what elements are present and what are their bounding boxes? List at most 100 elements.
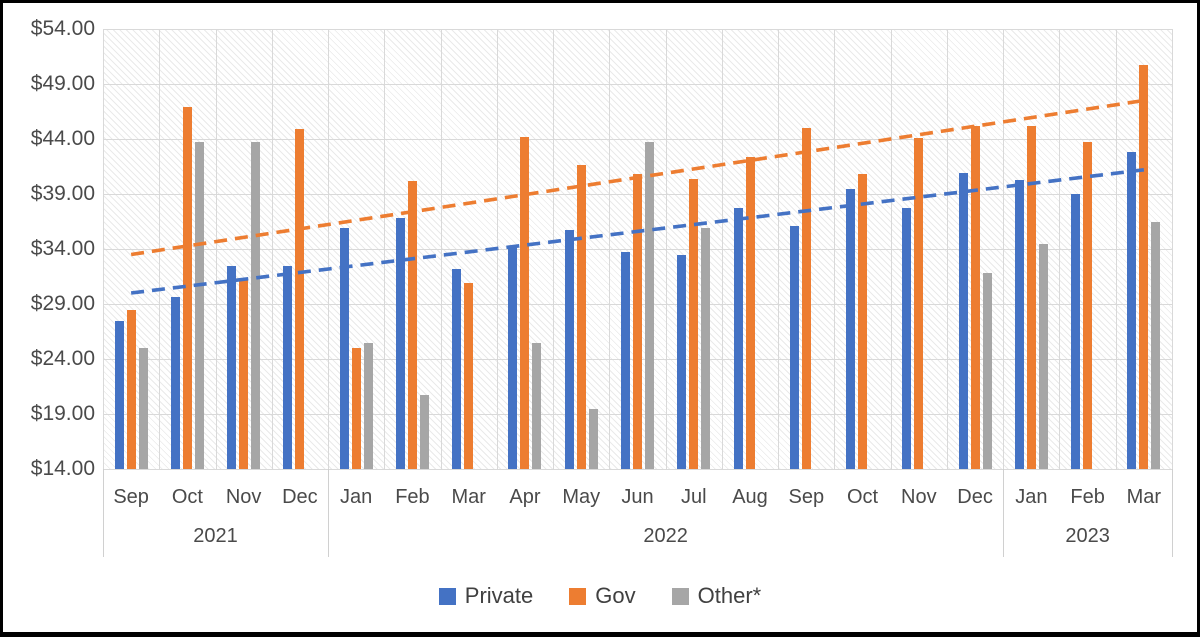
x-axis-month-label: Oct — [846, 486, 879, 508]
legend-swatch-icon — [671, 587, 689, 605]
bar-private-apr — [508, 246, 518, 469]
bar-other-may — [588, 408, 598, 469]
year-separator — [103, 469, 104, 557]
year-separator — [1172, 469, 1173, 557]
year-separator — [328, 469, 330, 557]
x-axis-month-label: May — [562, 486, 601, 508]
x-gridline — [440, 29, 442, 469]
bar-gov-jan — [1026, 125, 1036, 469]
legend-label: Other* — [697, 583, 762, 608]
x-axis-year-label: 2023 — [1065, 525, 1110, 547]
legend-item-other: Other* — [671, 583, 762, 609]
bar-other-sep — [138, 348, 148, 469]
x-axis-month-label: Nov — [901, 486, 937, 508]
y-axis-tick-label: $49.00 — [30, 72, 95, 95]
legend-label: Private — [464, 583, 534, 608]
bar-other-jan — [363, 342, 373, 469]
y-gridline — [103, 29, 1172, 30]
bar-gov-nov — [239, 279, 249, 469]
bar-other-mar — [1151, 221, 1161, 469]
bar-gov-feb — [407, 180, 417, 469]
bar-gov-apr — [520, 136, 530, 469]
bar-private-feb — [1071, 194, 1081, 469]
legend-swatch-icon — [438, 587, 456, 605]
y-axis-tick-label: $29.00 — [30, 292, 95, 315]
y-axis-tick-label: $19.00 — [30, 402, 95, 425]
y-axis-tick-label: $14.00 — [30, 457, 95, 480]
bar-private-mar — [452, 268, 462, 469]
bar-gov-dec — [970, 125, 980, 469]
x-gridline — [946, 29, 948, 469]
bar-gov-jul — [689, 178, 699, 469]
x-axis-month-label: Aug — [732, 486, 768, 508]
bar-private-jan — [1014, 179, 1024, 469]
x-axis-month-label: Mar — [451, 486, 486, 508]
x-gridline — [721, 29, 723, 469]
legend-item-private: Private — [438, 583, 534, 609]
bar-private-may — [564, 230, 574, 469]
year-separator — [1003, 469, 1005, 557]
y-axis-tick-label: $34.00 — [30, 237, 95, 260]
bar-private-nov — [227, 265, 237, 469]
x-gridline — [778, 29, 780, 469]
x-gridline — [103, 29, 104, 469]
bar-private-oct — [170, 297, 180, 469]
y-gridline — [103, 469, 1172, 470]
x-axis-month-label: Dec — [957, 486, 993, 508]
bar-gov-aug — [745, 156, 755, 469]
x-axis-month-label: Mar — [1126, 486, 1162, 508]
y-axis-tick-label: $44.00 — [30, 127, 95, 150]
trendline-gov — [130, 98, 1145, 257]
legend-swatch-icon — [569, 587, 587, 605]
legend: Private Gov Other* — [3, 581, 1197, 611]
bar-private-jan — [339, 228, 349, 469]
bar-other-apr — [532, 342, 542, 469]
bar-gov-oct — [182, 107, 192, 469]
bar-private-nov — [902, 208, 912, 469]
bar-gov-may — [576, 165, 586, 469]
x-axis-month-label: Nov — [225, 486, 262, 508]
y-axis-tick-label: $24.00 — [30, 347, 95, 370]
x-axis-month-label: Feb — [1070, 486, 1105, 508]
x-axis-month-label: Oct — [171, 486, 203, 508]
x-axis-month-label: Sep — [788, 486, 825, 508]
legend-item-gov: Gov — [569, 583, 636, 609]
x-gridline — [665, 29, 667, 469]
y-axis-tick-label: $54.00 — [30, 17, 95, 40]
x-gridline — [890, 29, 892, 469]
bar-chart: $54.00 $49.00 $44.00 $39.00 $34.00 $29.00 $24.… — [3, 3, 1197, 632]
bar-other-jan — [1038, 243, 1048, 469]
bar-private-mar — [1127, 152, 1137, 469]
y-gridline — [103, 84, 1172, 85]
bar-gov-feb — [1083, 142, 1093, 469]
bar-private-dec — [958, 173, 968, 469]
x-gridline — [609, 29, 611, 469]
x-gridline — [384, 29, 386, 469]
bar-private-jun — [621, 252, 630, 469]
x-axis-year-label: 2021 — [193, 525, 238, 547]
bar-private-feb — [395, 218, 405, 469]
x-axis-month-label: Jun — [621, 486, 654, 508]
bar-gov-oct — [858, 174, 868, 469]
bar-gov-jan — [351, 348, 361, 469]
bar-private-dec — [283, 265, 293, 469]
bar-other-jul — [701, 228, 711, 469]
x-axis-month-label: Jul — [680, 486, 707, 508]
x-axis-month-label: Jan — [340, 486, 373, 508]
bar-private-jul — [677, 254, 687, 469]
bar-gov-mar — [1139, 65, 1149, 469]
bar-other-oct — [194, 142, 204, 469]
x-gridline — [328, 29, 330, 469]
y-axis-tick-label: $39.00 — [30, 182, 95, 205]
x-gridline — [1003, 29, 1005, 469]
bar-gov-jun — [633, 174, 642, 469]
trendlines-svg — [130, 98, 1145, 295]
x-gridline — [271, 29, 273, 469]
bar-private-sep — [789, 225, 799, 469]
bar-gov-sep — [801, 128, 811, 469]
bar-gov-nov — [914, 137, 924, 469]
bar-other-jun — [645, 142, 654, 469]
x-axis-month-label: Dec — [282, 486, 318, 508]
bar-private-oct — [846, 188, 856, 469]
